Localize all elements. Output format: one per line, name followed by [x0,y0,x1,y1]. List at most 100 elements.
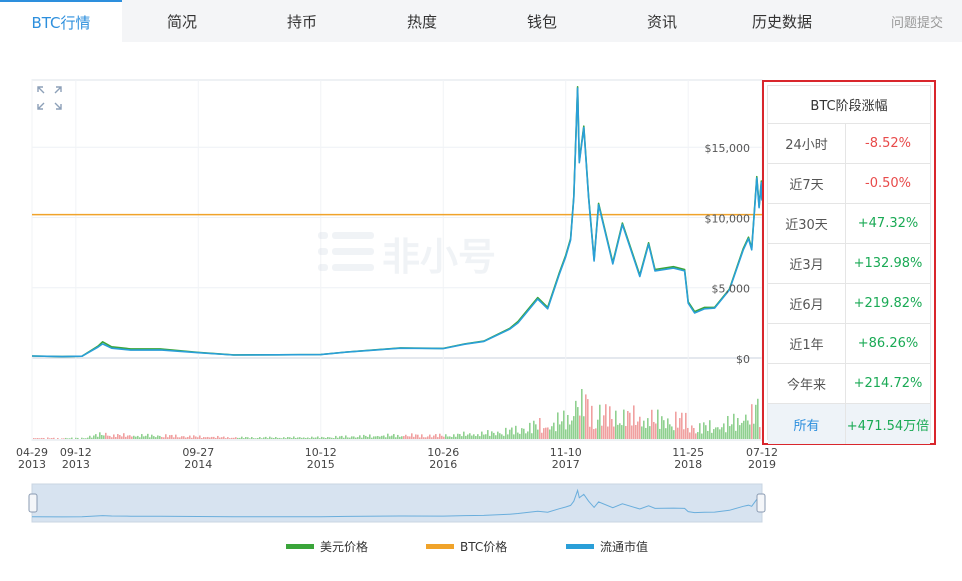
stage-gain-table: BTC阶段涨幅 24小时 -8.52% 近7天 -0.50% 近30天 +47.32% 近3… [767,85,931,444]
volume-bar [383,435,385,439]
tab-history[interactable]: 历史数据 [751,12,812,31]
volume-bar [589,426,591,439]
volume-bar [35,438,37,439]
volume-bar [579,415,581,439]
volume-bar [547,427,549,439]
volume-bar [409,436,411,439]
volume-bar [585,394,587,439]
volume-bar [63,438,65,439]
volume-bar [355,437,357,439]
volume-bar [143,436,145,439]
volume-bar [231,437,233,439]
volume-bar [155,437,157,439]
volume-bar [329,437,331,439]
navigator-right-handle[interactable] [756,493,766,513]
tab-news[interactable]: 资讯 [646,12,677,31]
volume-bar [691,425,693,439]
volume-bar [275,436,277,439]
volume-bar [531,433,533,439]
volume-bar [177,437,179,439]
volume-bar [759,427,761,439]
volume-bar [109,435,111,439]
volume-bar [687,427,689,439]
volume-bar [605,404,607,439]
volume-bar [675,411,677,439]
volume-bar [93,435,95,439]
tab-holdings[interactable]: 持币 [286,12,317,31]
volume-bar [393,434,395,439]
volume-bar [645,427,647,439]
stage-label: 近1年 [768,324,846,363]
volume-bar [453,434,455,439]
volume-bar [421,434,423,439]
volume-bar [77,437,79,439]
volume-bar [223,436,225,439]
volume-bar [401,436,403,439]
expand-icon[interactable] [37,86,62,110]
volume-bar [655,423,657,439]
volume-bar [349,437,351,439]
volume-bar [321,436,323,439]
stage-value: -0.50% [865,176,911,191]
volume-bar [313,437,315,439]
volume-bar [495,435,497,439]
volume-bar [685,412,687,439]
volume-bar [563,410,565,439]
volume-bar [683,429,685,439]
x-tick-label: 2018 [674,458,702,471]
tab-btc-market[interactable]: BTC行情 [0,0,122,42]
volume-bar [331,437,333,439]
volume-bar [529,422,531,439]
volume-bar [281,438,283,439]
report-issue-link[interactable]: 问题提交 [890,15,943,31]
volume-bar [545,427,547,439]
stage-row[interactable]: 所有 +471.54万倍 [768,404,930,444]
volume-bar [637,421,639,439]
volume-bar [535,424,537,439]
volume-bar [737,417,739,439]
tab-popularity[interactable]: 热度 [406,12,437,31]
volume-bar [573,416,575,439]
volume-bar [431,437,433,439]
y-axis-ticks: $0 $5,000 $10,000 $15,000 [705,142,751,366]
volume-bar [727,415,729,439]
volume-bar [353,436,355,439]
legend-label[interactable]: BTC价格 [460,539,507,554]
volume-bar [739,425,741,439]
volume-bar [475,436,477,439]
volume-bar [571,420,573,439]
grid [31,80,763,440]
stage-gain-panel: BTC阶段涨幅 24小时 -8.52% 近7天 -0.50% 近30天 +47.32% 近3… [762,80,936,445]
volume-bar [303,437,305,439]
range-navigator[interactable] [28,483,766,523]
volume-bar [533,420,535,439]
series-lines [31,86,763,358]
volume-bar [165,434,167,439]
volume-bar [71,437,73,439]
volume-bar [483,434,485,439]
volume-bar [213,436,215,439]
legend-label[interactable]: 流通市值 [600,539,648,554]
volume-bar [39,438,41,439]
navigator-left-handle[interactable] [28,493,38,513]
volume-bar [709,420,711,439]
tab-overview[interactable]: 简况 [166,12,197,31]
volume-bar [219,437,221,439]
volume-bar [433,435,435,439]
volume-bar [611,419,613,439]
volume-bar [451,436,453,439]
volume-bar [565,429,567,439]
volume-bar [617,424,619,439]
volume-bar [359,435,361,439]
volume-bar [449,436,451,439]
volume-bar [195,436,197,439]
volume-bar [65,437,67,439]
volume-bar [419,437,421,439]
tab-wallet[interactable]: 钱包 [526,12,557,31]
stage-label[interactable]: 所有 [768,404,846,444]
volume-bar [551,426,553,439]
watermark-logo-bar [318,232,328,239]
y-tick-label: $10,000 [705,212,751,225]
legend-label[interactable]: 美元价格 [320,539,368,554]
volume-bar [265,436,267,439]
